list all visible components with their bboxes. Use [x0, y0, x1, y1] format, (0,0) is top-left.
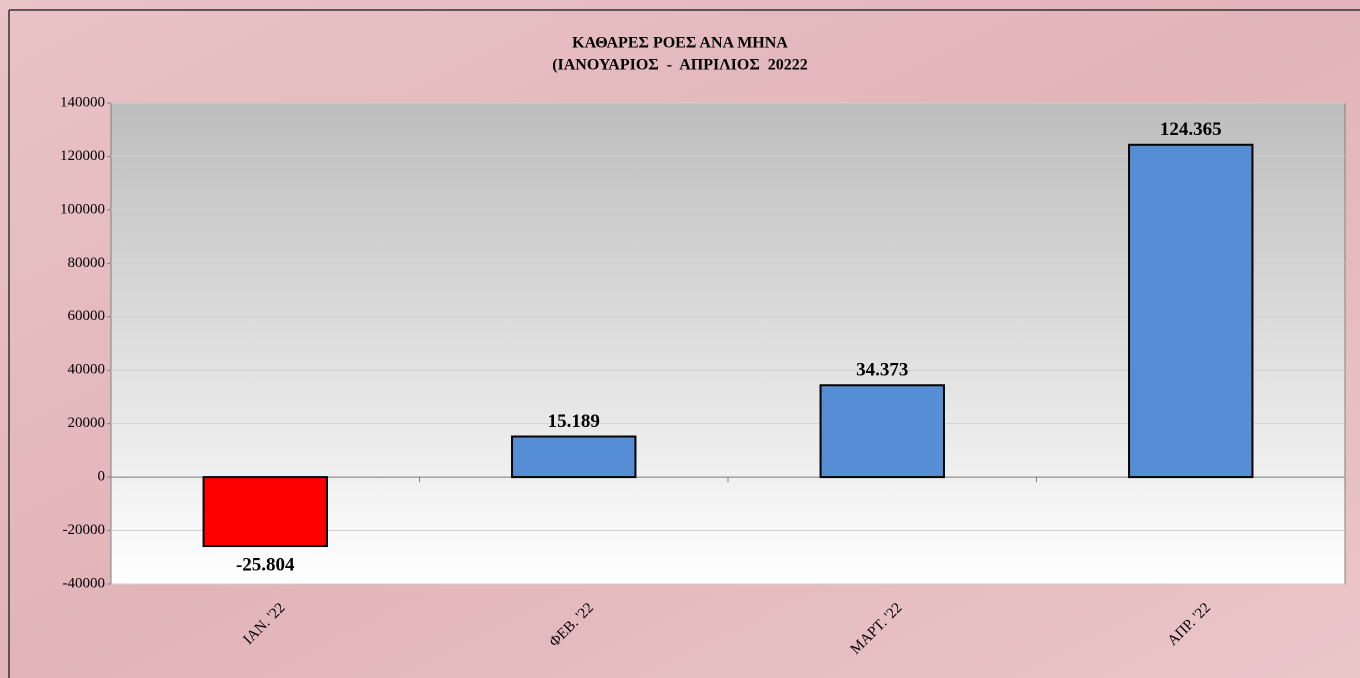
y-tick-label: 60000 [68, 308, 106, 324]
y-tick-label: 0 [98, 469, 106, 485]
y-tick-label: -20000 [63, 522, 106, 538]
y-tick-label: 100000 [60, 201, 105, 217]
data-label: -25.804 [236, 554, 295, 575]
bar [819, 384, 945, 479]
y-tick-label: 140000 [60, 94, 105, 110]
bar [202, 476, 328, 548]
data-label: 15.189 [548, 411, 600, 432]
bar [1128, 143, 1254, 479]
chart-subtitle: (ΙΑΝΟΥΑΡΙΟΣ - ΑΠΡΙΛΙΟΣ 20222 [552, 57, 808, 74]
chart-title: ΚΑΘΑΡΕΣ ΡΟΕΣ ΑΝΑ ΜΗΝΑ [572, 35, 788, 52]
y-tick-label: 80000 [68, 255, 106, 271]
y-tick-label: 20000 [68, 415, 106, 431]
y-tick-label: 40000 [68, 362, 106, 378]
data-label: 34.373 [856, 360, 908, 381]
y-tick-label: 120000 [60, 148, 105, 164]
data-label: 124.365 [1160, 119, 1222, 140]
y-tick-label: -40000 [63, 575, 106, 591]
bar [511, 435, 637, 479]
